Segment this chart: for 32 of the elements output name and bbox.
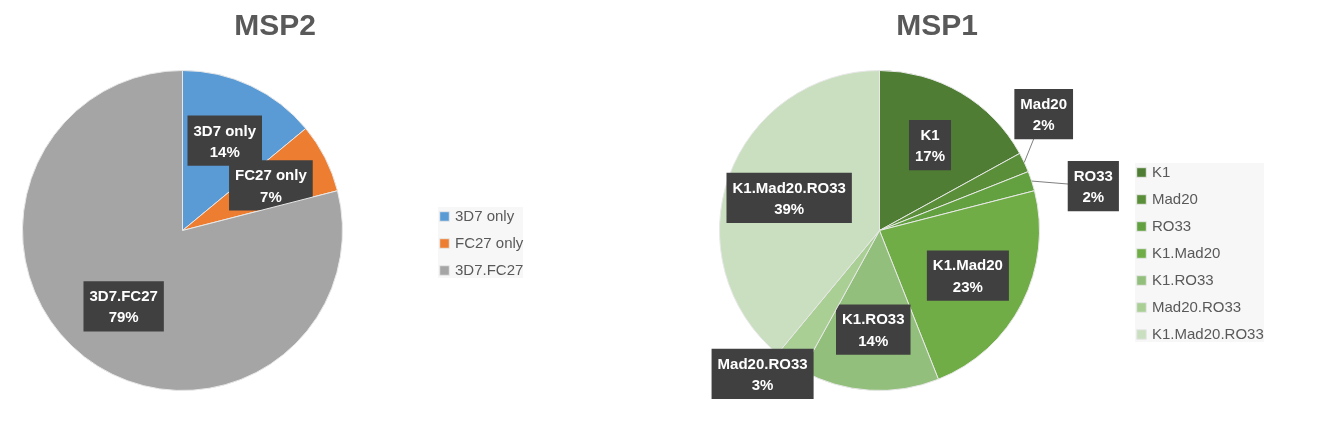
data-label: 3% <box>751 376 774 394</box>
slice-label: K1 <box>920 125 940 143</box>
legend-label: K1 <box>1152 163 1172 180</box>
legend-label: Mad20 <box>1152 190 1198 207</box>
slice-label: K1.Mad20.RO33 <box>732 178 846 196</box>
legend-label: 3D7.FC27 <box>455 261 524 278</box>
legend-label: RO33 <box>1152 217 1192 234</box>
data-label: 7% <box>260 187 282 205</box>
slice-label: RO33 <box>1073 166 1113 184</box>
data-label: 17% <box>914 147 946 165</box>
slice-label: 3D7.FC27 <box>89 287 158 305</box>
legend-label: K1.Mad20 <box>1152 244 1221 261</box>
legend-label: 3D7 only <box>455 207 515 224</box>
slice-label: K1.Mad20 <box>932 256 1003 274</box>
data-label: 2% <box>1032 116 1055 134</box>
chart-title: MSP2 <box>234 7 316 41</box>
data-label: 14% <box>209 142 240 160</box>
slice-label: Mad20 <box>1020 94 1068 112</box>
chart-title: MSP1 <box>896 7 978 41</box>
slice-label: FC27 only <box>235 166 308 184</box>
legend-label: FC27 only <box>455 234 524 251</box>
legend-label: Mad20.RO33 <box>1152 298 1242 315</box>
data-label: 23% <box>952 277 983 295</box>
data-label: 39% <box>774 200 805 218</box>
data-label: 14% <box>858 331 889 349</box>
slice-label: Mad20.RO33 <box>717 354 808 372</box>
slice-label: 3D7 only <box>193 121 257 139</box>
data-label: 79% <box>108 308 139 326</box>
legend-label: K1.Mad20.RO33 <box>1152 325 1264 342</box>
slice-label: K1.RO33 <box>842 310 905 328</box>
legend-label: K1.RO33 <box>1152 271 1214 288</box>
data-label: 2% <box>1082 188 1105 206</box>
